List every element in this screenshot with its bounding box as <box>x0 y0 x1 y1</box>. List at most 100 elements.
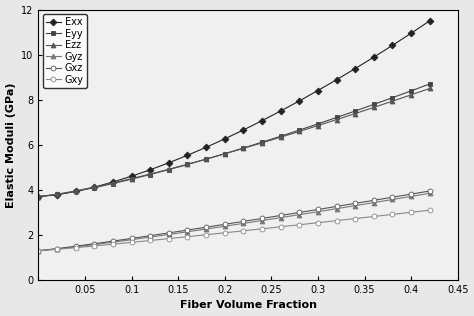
Eyy <box>36 195 41 198</box>
Line: Exx: Exx <box>36 18 432 199</box>
Gyz <box>259 219 265 222</box>
Eyy <box>427 82 433 86</box>
Gxy <box>36 249 41 252</box>
Gxz <box>315 208 321 211</box>
Exx <box>129 174 135 178</box>
Gxy <box>184 235 190 239</box>
Gxy <box>390 212 395 216</box>
Ezz <box>147 172 153 176</box>
Gyz <box>240 222 246 225</box>
Gxy <box>73 246 79 250</box>
Gxy <box>296 223 302 227</box>
Ezz <box>54 192 60 196</box>
Gyz <box>147 235 153 239</box>
Gxz <box>352 202 358 205</box>
Exx <box>315 88 321 92</box>
Exx <box>259 119 265 123</box>
Gxy <box>129 240 135 244</box>
Gxz <box>408 192 414 196</box>
Gyz <box>73 245 79 249</box>
Exx <box>203 145 209 149</box>
Eyy <box>222 152 228 155</box>
Eyy <box>91 186 97 190</box>
Eyy <box>240 146 246 150</box>
Gxz <box>278 214 283 217</box>
Eyy <box>315 122 321 126</box>
Eyy <box>54 192 60 196</box>
Eyy <box>408 89 414 93</box>
Gyz <box>166 233 172 236</box>
Eyy <box>184 163 190 167</box>
Ezz <box>427 87 433 90</box>
Gxy <box>408 210 414 214</box>
Eyy <box>278 134 283 138</box>
Exx <box>184 153 190 157</box>
Eyy <box>296 128 302 132</box>
Exx <box>390 43 395 47</box>
Gyz <box>54 247 60 251</box>
Line: Gxz: Gxz <box>36 189 432 253</box>
Exx <box>91 185 97 189</box>
Gxy <box>334 219 339 222</box>
Gxy <box>147 239 153 242</box>
Gxz <box>147 234 153 238</box>
Gyz <box>371 201 377 204</box>
Gyz <box>110 240 116 244</box>
Eyy <box>147 173 153 176</box>
Eyy <box>371 102 377 106</box>
Gxy <box>371 215 377 218</box>
Legend: Exx, Eyy, Ezz, Gyz, Gxz, Gxy: Exx, Eyy, Ezz, Gyz, Gxz, Gxy <box>43 15 87 88</box>
Ezz <box>315 124 321 127</box>
Ezz <box>371 106 377 109</box>
Gyz <box>334 207 339 210</box>
Ezz <box>36 195 41 198</box>
Ezz <box>408 93 414 97</box>
Gyz <box>129 238 135 242</box>
Gxy <box>259 227 265 231</box>
Exx <box>73 190 79 193</box>
Gxy <box>54 247 60 251</box>
Gxz <box>427 189 433 193</box>
Gyz <box>91 243 97 246</box>
Eyy <box>166 168 172 172</box>
Y-axis label: Elastic Moduli (GPa): Elastic Moduli (GPa) <box>6 82 16 208</box>
Gxy <box>427 208 433 212</box>
Gxz <box>54 247 60 251</box>
Ezz <box>296 130 302 133</box>
Gxz <box>334 204 339 208</box>
Ezz <box>91 185 97 189</box>
Ezz <box>184 162 190 166</box>
Eyy <box>390 96 395 100</box>
Gxz <box>371 198 377 202</box>
Eyy <box>334 116 339 119</box>
Ezz <box>110 181 116 185</box>
Gxz <box>240 220 246 223</box>
Gxy <box>278 225 283 229</box>
Gyz <box>408 194 414 198</box>
Ezz <box>203 157 209 161</box>
Gxz <box>110 239 116 243</box>
Exx <box>296 99 302 103</box>
Exx <box>110 180 116 184</box>
Gxz <box>259 216 265 220</box>
Ezz <box>278 135 283 139</box>
Ezz <box>73 189 79 193</box>
Exx <box>427 19 433 23</box>
Gxz <box>296 210 302 214</box>
X-axis label: Fiber Volume Fraction: Fiber Volume Fraction <box>180 301 317 310</box>
Exx <box>352 67 358 70</box>
Gxy <box>91 244 97 248</box>
Ezz <box>129 177 135 180</box>
Eyy <box>110 182 116 185</box>
Gxz <box>129 236 135 240</box>
Exx <box>147 168 153 172</box>
Ezz <box>334 118 339 122</box>
Ezz <box>390 99 395 103</box>
Ezz <box>240 147 246 150</box>
Gxz <box>166 231 172 235</box>
Gxy <box>166 237 172 240</box>
Gxz <box>91 242 97 246</box>
Gxz <box>222 222 228 226</box>
Gxz <box>203 225 209 229</box>
Gyz <box>352 204 358 208</box>
